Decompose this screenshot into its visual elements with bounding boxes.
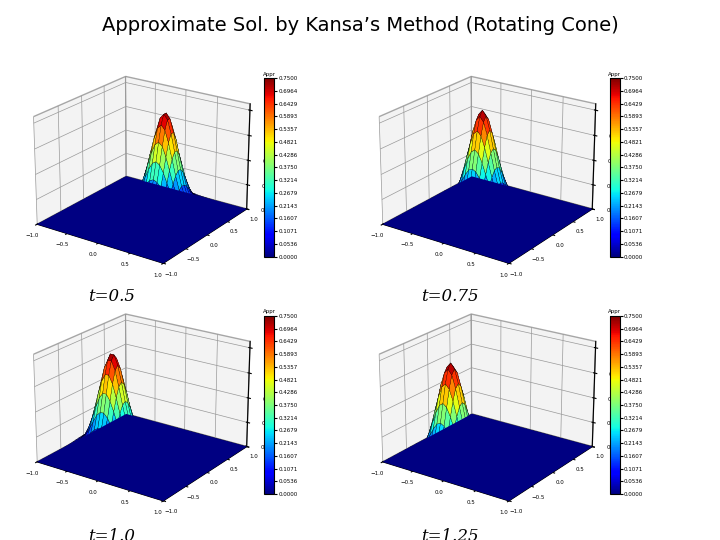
Title: Appr: Appr	[263, 71, 276, 77]
Text: t=0.5: t=0.5	[88, 288, 135, 305]
Title: Appr: Appr	[263, 309, 276, 314]
Text: Approximate Sol. by Kansa’s Method (Rotating Cone): Approximate Sol. by Kansa’s Method (Rota…	[102, 16, 618, 35]
Text: t=1.0: t=1.0	[88, 529, 135, 540]
Text: t=0.75: t=0.75	[421, 288, 479, 305]
Text: t=1.25: t=1.25	[421, 529, 479, 540]
Title: Appr: Appr	[608, 71, 621, 77]
Title: Appr: Appr	[608, 309, 621, 314]
